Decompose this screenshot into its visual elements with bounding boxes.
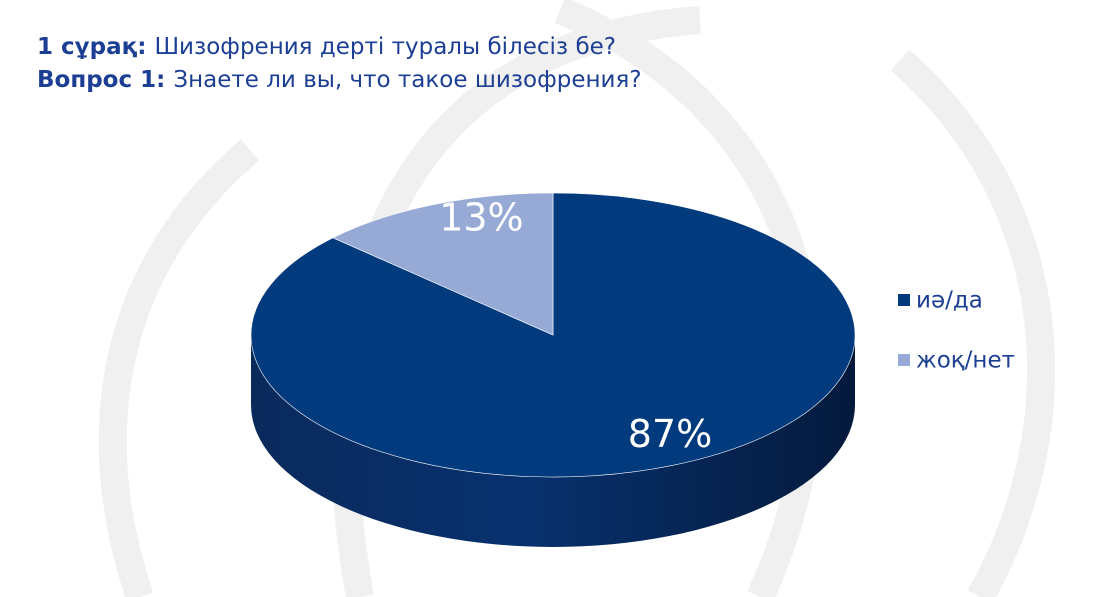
- legend: иә/да жоқ/нет: [898, 288, 1015, 374]
- title-label: Вопрос 1:: [37, 67, 165, 93]
- legend-swatch: [898, 354, 910, 366]
- legend-label: иә/да: [916, 288, 983, 314]
- title-line: Вопрос 1: Знаете ли вы, что такое шизофре…: [37, 67, 642, 93]
- title-text: Шизофрения дерті туралы білесіз бе?: [154, 34, 616, 60]
- legend-label: жоқ/нет: [916, 348, 1015, 374]
- data-label: 87%: [628, 412, 712, 456]
- pie: 87% 13%: [250, 192, 856, 547]
- legend-swatch: [898, 294, 910, 306]
- pie-slice: [332, 192, 554, 336]
- title-line: 1 сұрақ: Шизофрения дерті туралы білесіз …: [37, 34, 616, 60]
- data-label: 13%: [439, 195, 523, 239]
- pie-side: [251, 335, 855, 547]
- title-text: Знаете ли вы, что такое шизофрения?: [173, 67, 641, 93]
- title-label: 1 сұрақ:: [37, 34, 146, 60]
